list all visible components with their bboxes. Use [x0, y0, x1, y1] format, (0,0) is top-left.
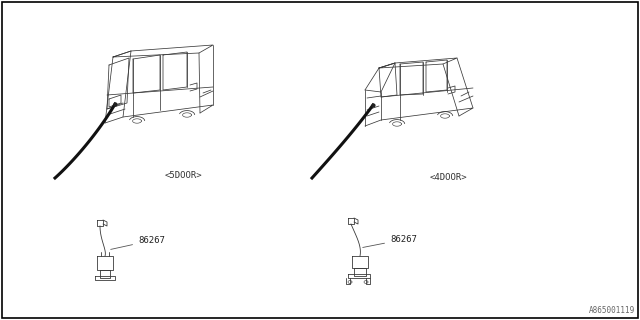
Text: <5DOOR>: <5DOOR> — [164, 171, 202, 180]
Text: A865001119: A865001119 — [589, 306, 635, 315]
Text: <4DOOR>: <4DOOR> — [429, 173, 467, 182]
Text: 86267: 86267 — [363, 235, 417, 247]
Text: 86267: 86267 — [111, 236, 165, 249]
